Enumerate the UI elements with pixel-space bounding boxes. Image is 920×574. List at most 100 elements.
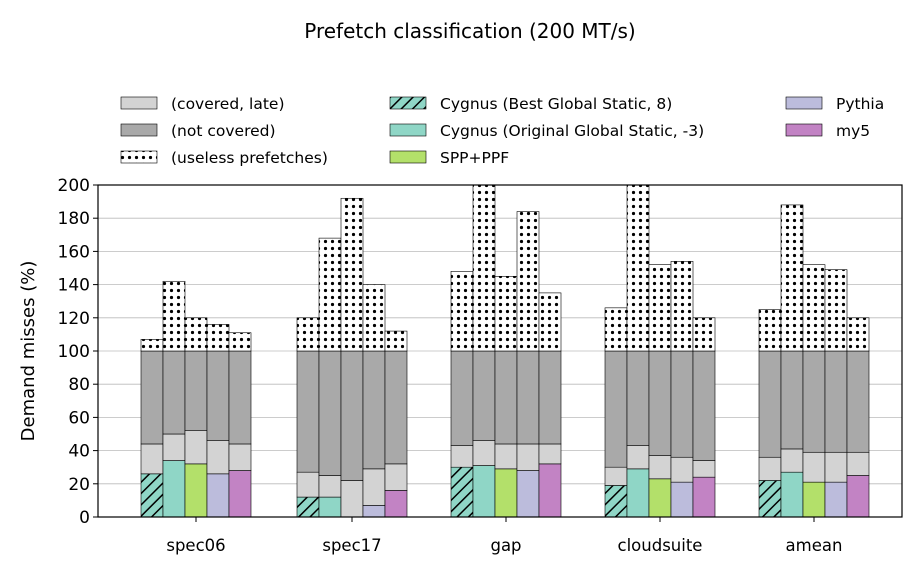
bar-useless-prefetches <box>318 237 342 352</box>
bar-not-covered <box>228 350 252 445</box>
bar-not-covered <box>846 350 870 453</box>
bar-not-covered <box>758 350 782 458</box>
bar-useless-prefetches <box>692 317 716 352</box>
bar-not-covered <box>648 350 672 456</box>
bar-not-covered <box>450 350 474 446</box>
bar-covered-late <box>296 471 320 498</box>
bar-covered-late <box>538 443 562 465</box>
y-tick-label: 160 <box>58 242 90 262</box>
bar-covered-late <box>340 480 364 518</box>
bar-not-covered <box>494 350 518 445</box>
bar-useless-prefetches <box>228 332 252 352</box>
bar-not-covered <box>140 350 164 445</box>
bar-covered-timely <box>140 473 164 518</box>
bar-covered-late <box>692 460 716 478</box>
bar-covered-timely <box>846 475 870 518</box>
legend-swatch <box>785 96 823 110</box>
x-tick-label-cloudsuite: cloudsuite <box>618 536 703 555</box>
bar-not-covered <box>670 350 694 458</box>
bar-not-covered <box>472 350 496 441</box>
y-tick-label: 40 <box>68 442 90 462</box>
y-tick-label: 180 <box>58 209 90 229</box>
bar-covered-timely <box>362 505 386 518</box>
bar-useless-prefetches <box>670 261 694 352</box>
y-tick-label: 60 <box>68 408 90 428</box>
bar-covered-late <box>626 445 650 470</box>
y-tick-label: 0 <box>79 508 90 528</box>
bar-useless-prefetches <box>494 275 518 352</box>
bar-covered-timely <box>228 470 252 518</box>
bar-covered-timely <box>318 496 342 518</box>
y-tick-label: 140 <box>58 276 90 296</box>
x-tick-label-amean: amean <box>786 536 843 555</box>
legend-swatch <box>389 150 427 164</box>
bar-covered-late <box>758 456 782 481</box>
bar-covered-timely <box>626 468 650 518</box>
legend-label: (useless prefetches) <box>171 149 328 167</box>
bar-useless-prefetches <box>648 264 672 352</box>
bar-not-covered <box>604 350 628 468</box>
bar-useless-prefetches <box>184 317 208 352</box>
bar-covered-late <box>802 451 826 483</box>
plot-frame <box>97 184 903 518</box>
bar-useless-prefetches <box>780 204 804 352</box>
bar-covered-late <box>780 448 804 473</box>
axes: 0 20 40 60 80 100 120 140 160 180 200 spec06 spec17 g… <box>58 176 903 555</box>
bar-not-covered <box>318 350 342 476</box>
legend-label: SPP+PPF <box>440 149 509 167</box>
bar-covered-timely <box>384 490 408 518</box>
bar-useless-prefetches <box>472 184 496 352</box>
x-tick-label-spec17: spec17 <box>322 536 381 555</box>
legend-label: Cygnus (Original Global Static, -3) <box>440 122 704 140</box>
bar-covered-late <box>846 451 870 476</box>
y-tick-label: 80 <box>68 375 90 395</box>
bar-not-covered <box>824 350 848 453</box>
bar-covered-late <box>516 443 540 471</box>
bar-not-covered <box>384 350 408 465</box>
bar-not-covered <box>802 350 826 453</box>
bar-not-covered <box>162 350 186 435</box>
y-tick-label: 20 <box>68 475 90 495</box>
legend-label: (not covered) <box>171 122 276 140</box>
x-tick-label-gap: gap <box>490 536 521 555</box>
bar-covered-timely <box>824 481 848 518</box>
legend-swatch <box>389 96 427 110</box>
legend-label: Cygnus (Best Global Static, 8) <box>440 95 672 113</box>
bar-covered-late <box>450 445 474 468</box>
bar-covered-timely <box>296 496 320 518</box>
bar-covered-timely <box>184 463 208 518</box>
bar-covered-late <box>384 463 408 491</box>
bar-not-covered <box>780 350 804 450</box>
bar-covered-timely <box>758 480 782 518</box>
bar-useless-prefetches <box>450 271 474 352</box>
chart-title: Prefetch classification (200 MT/s) <box>304 19 636 43</box>
bar-covered-timely <box>162 460 186 518</box>
bar-useless-prefetches <box>516 211 540 352</box>
legend-swatch <box>120 150 158 164</box>
bar-covered-late <box>604 466 628 486</box>
bar-covered-timely <box>494 468 518 518</box>
bar-useless-prefetches <box>824 269 848 352</box>
y-tick-label: 200 <box>58 176 90 196</box>
legend-swatch <box>120 96 158 110</box>
bar-covered-late <box>162 433 186 461</box>
bar-useless-prefetches <box>758 309 782 352</box>
bar-covered-late <box>362 468 386 506</box>
bar-covered-late <box>228 443 252 471</box>
bar-covered-late <box>206 440 230 475</box>
y-tick-label: 120 <box>58 309 90 329</box>
bar-not-covered <box>184 350 208 431</box>
bar-covered-timely <box>802 481 826 518</box>
legend-label: (covered, late) <box>171 95 285 113</box>
legend-label: Pythia <box>836 95 884 113</box>
bar-useless-prefetches <box>384 330 408 352</box>
x-tick-label-spec06: spec06 <box>166 536 225 555</box>
bar-useless-prefetches <box>362 284 386 352</box>
bar-not-covered <box>296 350 320 473</box>
bar-not-covered <box>362 350 386 470</box>
bar-useless-prefetches <box>626 184 650 352</box>
bar-not-covered <box>692 350 716 461</box>
bar-useless-prefetches <box>846 317 870 352</box>
